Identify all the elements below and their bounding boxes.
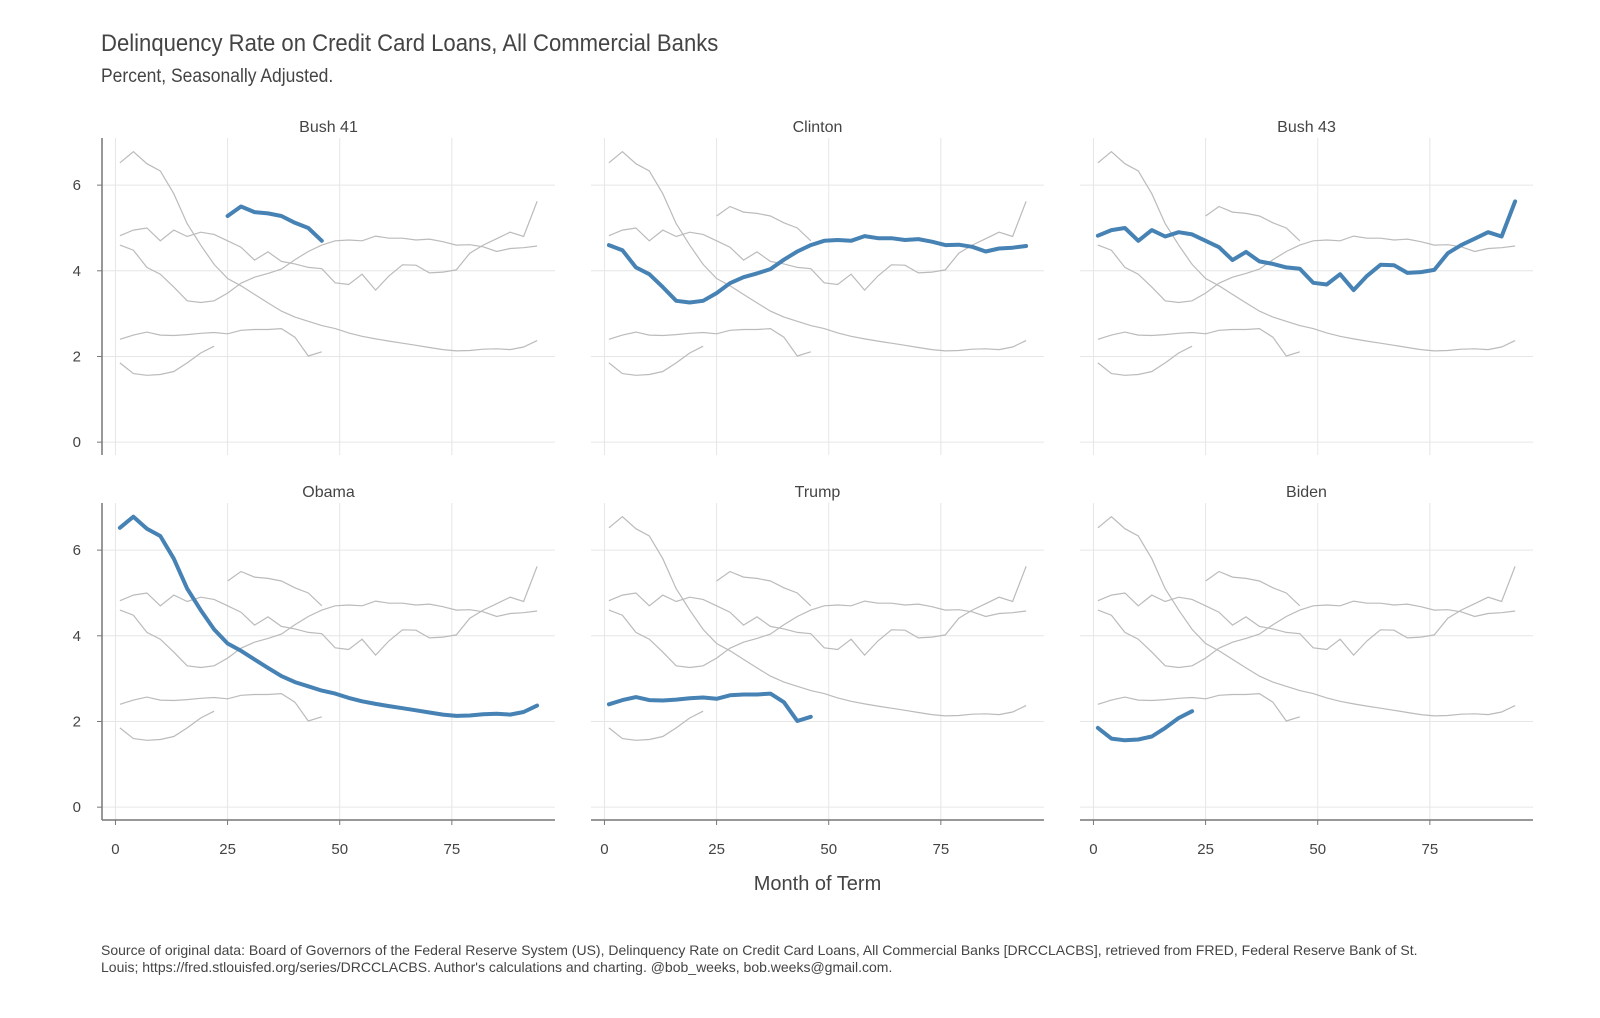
panel-clinton: Clinton [591,119,1044,455]
y-tick-label: 6 [73,542,81,559]
highlight-line-obama [117,514,540,718]
context-line-trump [119,327,322,357]
context-line-biden [1097,345,1193,376]
x-tick-label: 25 [708,841,725,858]
context-line-biden [608,710,704,741]
y-tick-label: 2 [73,348,81,365]
y-tick-label: 2 [73,713,81,730]
panel-bush-41: 0 2 4 6 Bush 41 [73,119,555,455]
x-tick-label: 50 [1309,841,1326,858]
context-line-obama [1097,515,1516,717]
source-caption: Source of original data: Board of Govern… [101,942,1418,975]
context-line-obama [119,150,538,352]
panel-biden: 0 25 50 75 Biden [1080,484,1533,858]
highlight-line-trump [606,691,813,723]
context-line-biden [119,710,215,741]
context-line-biden [119,345,215,376]
x-tick-label: 0 [111,841,119,858]
context-line-bush-41 [716,205,812,242]
context-line-bush-41 [227,205,323,242]
context-line-trump [119,692,322,722]
x-axis-title: Month of Term [754,873,881,895]
context-line-biden [608,345,704,376]
highlight-line-biden [1095,709,1195,743]
highlight-line-clinton [606,234,1029,305]
context-line-clinton [119,600,538,669]
x-tick-label: 25 [1197,841,1214,858]
context-line-bush-43 [119,566,538,656]
y-tick-label: 0 [73,799,81,816]
x-tick-label: 75 [932,841,949,858]
context-line-trump [608,327,811,357]
panel-bush-43: Bush 43 [1080,119,1533,455]
context-line-clinton [1097,235,1516,304]
x-tick-label: 50 [820,841,837,858]
context-line-clinton [608,600,1027,669]
x-tick-label: 0 [1089,841,1097,858]
y-tick-label: 4 [73,628,81,645]
panel-title: Clinton [793,119,843,136]
context-line-bush-41 [1205,205,1301,242]
context-line-bush-41 [716,570,812,607]
panel-title: Bush 41 [299,119,358,136]
context-line-clinton [119,235,538,304]
x-tick-label: 25 [219,841,236,858]
highlight-line-bush-43 [1095,199,1518,293]
context-line-biden [1097,710,1193,741]
x-tick-label: 0 [600,841,608,858]
context-line-trump [1097,327,1300,357]
panel-title: Trump [795,484,841,501]
y-tick-label: 4 [73,263,81,280]
highlight-line-bush-41 [225,204,324,243]
chart-subtitle: Percent, Seasonally Adjusted. [101,66,334,87]
context-line-obama [1097,150,1516,352]
panel-trump: 0 25 50 75 Trump [591,484,1044,858]
context-line-trump [1097,692,1300,722]
y-tick-label: 6 [73,177,81,194]
context-line-bush-41 [227,570,323,607]
context-line-bush-43 [608,566,1027,656]
context-line-bush-41 [1205,570,1301,607]
x-tick-label: 75 [1421,841,1438,858]
y-tick-label: 0 [73,434,81,451]
panel-title: Biden [1286,484,1327,501]
context-line-clinton [1097,600,1516,669]
panel-title: Obama [302,484,355,501]
panel-title: Bush 43 [1277,119,1336,136]
context-line-bush-43 [1097,566,1516,656]
chart-title: Delinquency Rate on Credit Card Loans, A… [101,30,719,57]
context-line-bush-43 [608,201,1027,291]
panel-obama: 0 2 4 6 0 25 50 75 Obama [73,484,555,858]
x-tick-label: 50 [331,841,348,858]
context-line-bush-43 [119,201,538,291]
context-line-obama [608,515,1027,717]
context-line-obama [608,150,1027,352]
x-tick-label: 75 [443,841,460,858]
context-line-obama [119,515,538,717]
